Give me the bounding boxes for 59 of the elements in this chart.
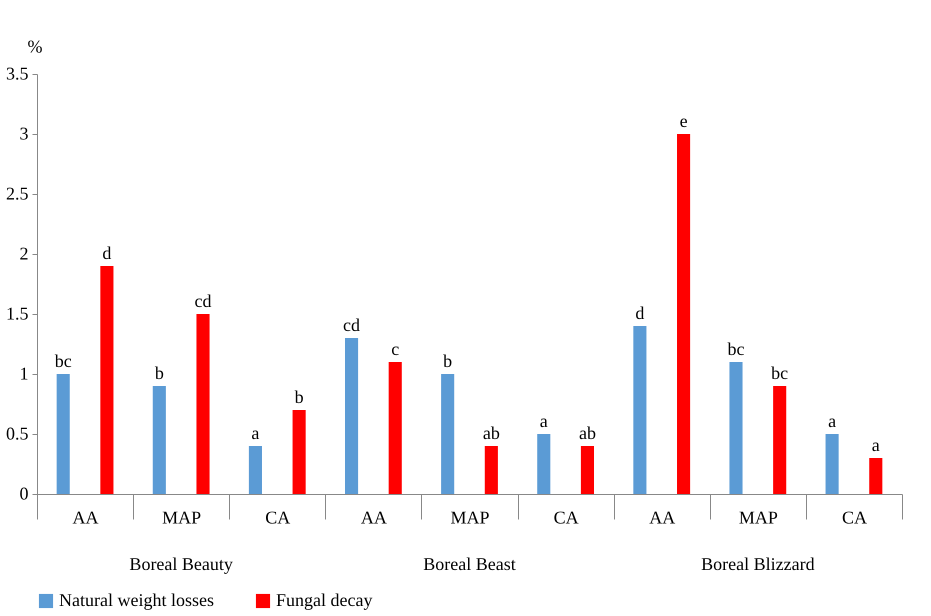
bar [56, 374, 70, 494]
data-label: bc [54, 351, 72, 371]
y-tick-label: 3.5 [6, 64, 28, 84]
x-tick-label: CA [265, 508, 290, 528]
y-tick-label: 0.5 [6, 424, 28, 444]
bar [633, 326, 646, 494]
x-tick-label: AA [360, 508, 387, 528]
x-tick-label: CA [842, 508, 867, 528]
data-label: e [680, 111, 688, 131]
y-tick-label: 1 [20, 364, 28, 384]
bar [100, 266, 114, 494]
x-tick-label: AA [649, 508, 676, 528]
bar [580, 446, 594, 494]
bar [292, 410, 306, 494]
bar [344, 338, 358, 494]
bar [484, 446, 498, 494]
data-label: bc [727, 339, 744, 359]
y-tick-label: 2.5 [6, 184, 28, 204]
data-label: c [391, 339, 400, 359]
text: Boreal Beauty [129, 554, 233, 574]
data-label: ab [578, 423, 596, 443]
text: Boreal Blizzard [701, 554, 815, 574]
bar [196, 314, 210, 494]
bar [773, 386, 786, 494]
data-label: cd [343, 315, 360, 335]
data-label: b [154, 363, 164, 383]
data-label: d [635, 303, 644, 323]
y-tick-label: 0 [20, 484, 28, 504]
data-label: a [828, 411, 836, 431]
data-label: a [872, 435, 880, 455]
legend-label: Fungal decay [276, 590, 372, 610]
bar [388, 362, 402, 494]
y-axis-title: % [28, 36, 42, 56]
bar [826, 434, 839, 494]
y-tick-label: 2 [20, 244, 28, 264]
x-tick-label: CA [554, 508, 579, 528]
bar [677, 134, 690, 494]
data-label: b [294, 387, 304, 407]
bar [441, 374, 454, 494]
bar [729, 362, 743, 494]
data-label: a [540, 411, 548, 431]
data-label: ab [482, 423, 500, 443]
data-label: a [251, 423, 260, 443]
data-label: bc [771, 363, 788, 383]
data-label: d [102, 243, 112, 263]
x-tick-label: MAP [162, 508, 202, 528]
bar [537, 434, 550, 494]
bar [152, 386, 166, 494]
x-tick-label: MAP [738, 508, 778, 528]
text: Boreal Beast [423, 554, 516, 574]
y-tick-label: 1.5 [6, 304, 28, 324]
bar [869, 458, 882, 494]
y-tick-label: 3 [20, 124, 28, 144]
x-tick-label: AA [72, 508, 99, 528]
legend-label: Natural weight losses [59, 590, 214, 610]
data-label: cd [194, 291, 212, 311]
x-tick-label: MAP [450, 508, 490, 528]
bar [248, 446, 262, 494]
data-label: b [443, 351, 452, 371]
